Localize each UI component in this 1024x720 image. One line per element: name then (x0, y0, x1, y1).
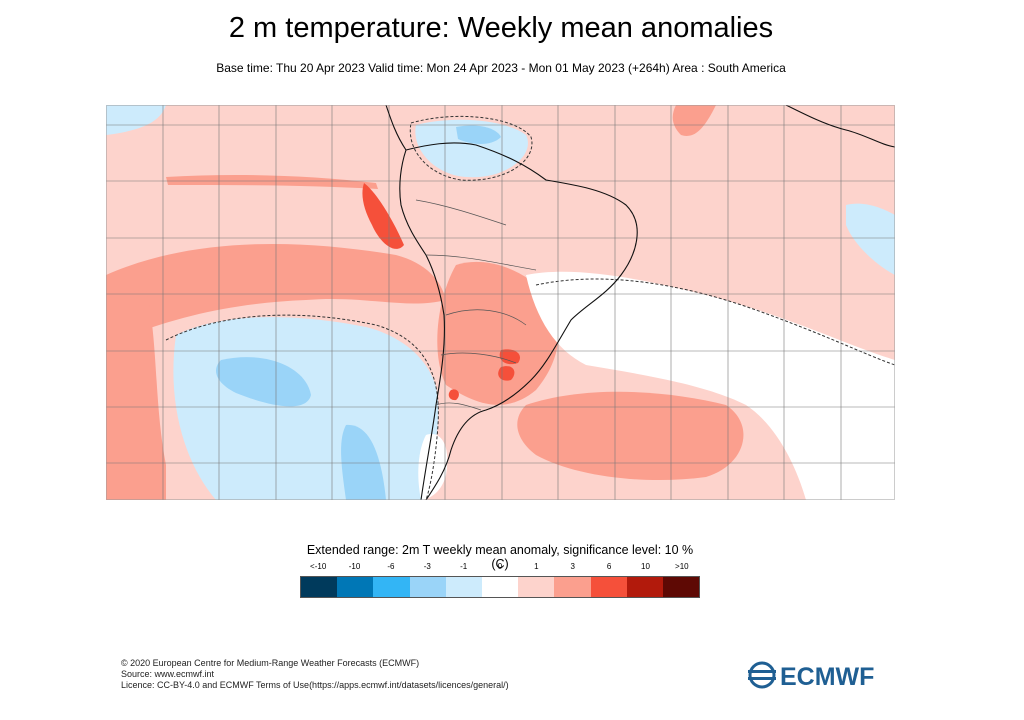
colorbar (300, 576, 700, 598)
legend-tick-label: 10 (641, 562, 650, 571)
warm-anomaly-continent (437, 261, 559, 405)
ecmwf-logo-text: ECMWF (780, 663, 874, 690)
significance-contour-pacific (165, 314, 439, 500)
legend-tick-label: 6 (606, 562, 612, 571)
cold-anomaly-ne (846, 203, 895, 275)
neutral-region-andes (418, 434, 448, 500)
legend-ticks: <-10 -10 -6 -3 -1 0 1 3 6 10 >10 (300, 562, 700, 574)
colorbar-swatch (409, 577, 446, 597)
legend-tick-label: -6 (387, 562, 395, 571)
anomaly-map (106, 105, 895, 500)
warm-band-west (106, 290, 166, 500)
colorbar-swatch (662, 577, 700, 597)
footer: © 2020 European Centre for Medium-Range … (121, 658, 509, 691)
page-subtitle: Base time: Thu 20 Apr 2023 Valid time: M… (216, 61, 786, 75)
warm-coastal-peru (362, 183, 404, 249)
cold-anomaly-core (216, 357, 311, 407)
cold-anomaly-south (341, 424, 386, 500)
coastline-south-america (399, 142, 638, 500)
legend-tick-label: <-10 (310, 562, 327, 571)
cold-anomaly-nw (106, 105, 166, 135)
colorbar-swatch (445, 577, 482, 597)
warm-anomaly-south-atlantic (517, 391, 744, 481)
colorbar-swatch (590, 577, 627, 597)
legend-tick-label: >10 (675, 562, 689, 571)
colorbar-swatch (337, 577, 374, 597)
legend-tick-label: -3 (423, 562, 431, 571)
colorbar-swatch (518, 577, 555, 597)
coastline-africa (785, 105, 895, 148)
legend-title: Extended range: 2m T weekly mean anomaly… (306, 543, 694, 571)
legend-tick-label: -1 (460, 562, 468, 571)
warm-hotspot-3 (448, 389, 459, 401)
warm-hotspot-1 (499, 349, 521, 365)
coastline-central-america (385, 105, 407, 151)
page-title: 2 m temperature: Weekly mean anomalies (228, 12, 774, 44)
lat-lon-grid (106, 105, 895, 500)
significance-contour-north (409, 115, 533, 181)
cold-anomaly-north (415, 119, 528, 178)
neutral-region-atlantic (526, 271, 895, 500)
colorbar-swatch (373, 577, 410, 597)
legend-tick-label: 3 (570, 562, 575, 571)
legend-tick-label: 0 (497, 562, 503, 571)
ecmwf-logo: ECMWF (748, 661, 874, 690)
colorbar-swatch (554, 577, 591, 597)
legend-tick-label: -10 (348, 562, 361, 571)
copyright-text: © 2020 European Centre for Medium-Range … (121, 658, 420, 668)
cold-anomaly-north-core (456, 125, 501, 144)
colorbar-swatch (626, 577, 663, 597)
country-borders (415, 199, 537, 411)
cold-anomaly-southeast-pacific (173, 317, 439, 500)
warm-hotspot-2 (498, 366, 515, 381)
source-text: Source: www.ecmwf.int (121, 669, 215, 679)
licence-text: Licence: CC-BY-4.0 and ECMWF Terms of Us… (121, 680, 509, 690)
legend-tick-label: 1 (534, 562, 539, 571)
colorbar-swatch (481, 577, 519, 597)
ecmwf-emblem-icon (748, 661, 776, 689)
colorbar-swatch (301, 577, 338, 597)
warm-anomaly-northeast (672, 105, 716, 136)
